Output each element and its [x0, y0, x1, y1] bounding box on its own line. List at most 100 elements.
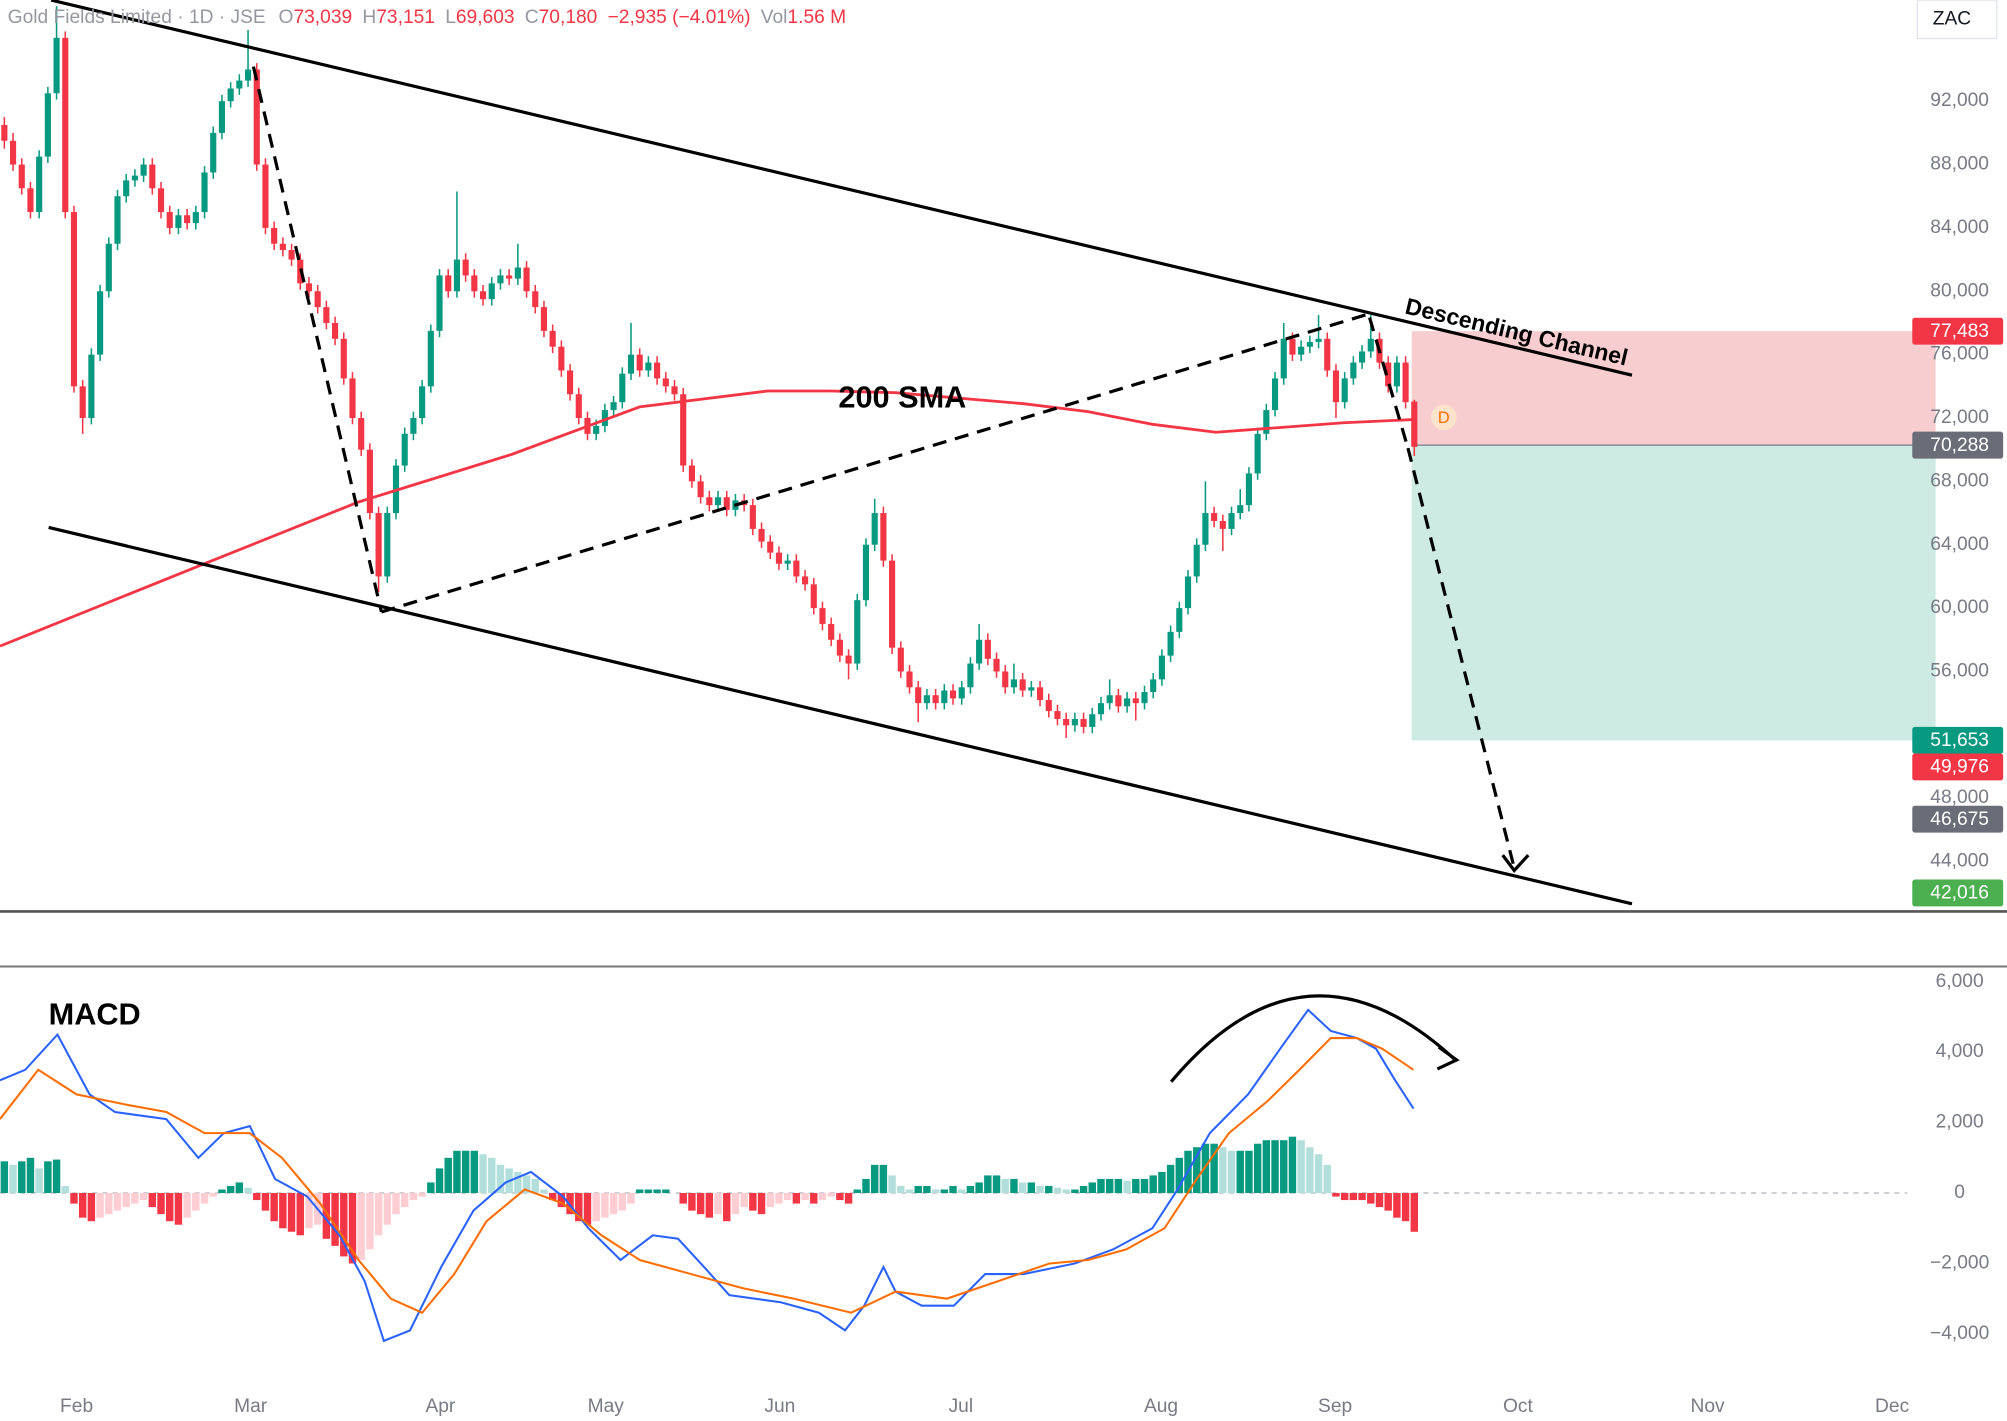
- candle-body: [1184, 576, 1192, 609]
- candle-body: [1150, 679, 1157, 693]
- histogram-bar: [548, 1193, 557, 1201]
- candle-body: [906, 671, 913, 688]
- candle-body: [323, 307, 330, 323]
- candle-body: [123, 180, 130, 197]
- histogram-bar: [1045, 1185, 1053, 1194]
- candle-body: [479, 291, 487, 300]
- histogram-bar: [836, 1193, 844, 1201]
- histogram-bar: [992, 1175, 1001, 1194]
- histogram-bar: [1193, 1147, 1201, 1194]
- histogram-bar: [453, 1150, 461, 1194]
- histogram-bar: [844, 1193, 853, 1204]
- field-value: 69,603: [456, 7, 515, 28]
- candle-body: [680, 394, 687, 466]
- currency-box[interactable]: [1916, 0, 1998, 40]
- histogram-bar: [488, 1157, 496, 1194]
- histogram-bar: [1375, 1193, 1384, 1208]
- candle-body: [358, 418, 365, 450]
- histogram-bar: [1158, 1171, 1166, 1194]
- histogram-bar: [1114, 1178, 1123, 1194]
- candle-body: [436, 275, 443, 331]
- candle-body: [366, 449, 373, 514]
- x-tick-label: May: [588, 1396, 625, 1417]
- y-tick-label: 48,000: [1930, 787, 1989, 808]
- candle-body: [976, 639, 983, 664]
- macd-arc: [1169, 994, 1457, 1083]
- histogram-bar: [575, 1193, 583, 1222]
- histogram-bar: [731, 1193, 740, 1215]
- candle-body: [845, 655, 852, 664]
- histogram-bar: [696, 1193, 705, 1215]
- candle-body: [1089, 714, 1096, 727]
- dividend-marker[interactable]: D: [1438, 408, 1450, 427]
- histogram-bar: [209, 1193, 217, 1197]
- currency[interactable]: ZAC: [1933, 8, 1972, 29]
- histogram-bar: [975, 1182, 983, 1194]
- histogram-bar: [1358, 1193, 1366, 1201]
- change: −2,935 (−4.01%): [608, 7, 751, 28]
- candle-body: [784, 560, 791, 564]
- legend-header: Gold Fields Limited · 1D · JSE O73,039 H73…: [8, 7, 846, 28]
- price-badge: [1912, 879, 2004, 907]
- x-tick-label: Aug: [1144, 1396, 1178, 1417]
- candle-body: [1245, 473, 1253, 506]
- candle-body: [88, 354, 95, 419]
- histogram-bar: [1306, 1147, 1314, 1194]
- histogram-bar: [35, 1168, 43, 1194]
- candle-body: [1158, 655, 1165, 680]
- candle-body: [1, 124, 8, 141]
- candle-body: [201, 172, 208, 213]
- histogram-bar: [270, 1193, 278, 1222]
- histogram-bar: [26, 1157, 35, 1194]
- candle-body: [662, 378, 669, 387]
- candle-body: [384, 513, 391, 577]
- candle-body: [1211, 513, 1218, 521]
- candle-body: [671, 386, 678, 395]
- x-tick-label: Oct: [1503, 1396, 1534, 1417]
- dividend-badge[interactable]: [1431, 404, 1457, 431]
- x-tick-label: Sep: [1318, 1396, 1352, 1417]
- candle-body: [44, 93, 51, 157]
- candle-body: [549, 330, 556, 347]
- candle-body: [862, 544, 870, 601]
- histogram-bar: [287, 1193, 296, 1232]
- candle-body: [1019, 679, 1026, 691]
- candle-body: [1106, 695, 1113, 704]
- field-value: 73,039: [293, 7, 352, 28]
- price-badge: [1912, 753, 2004, 781]
- candle-body: [749, 505, 756, 529]
- candle-body: [1332, 370, 1340, 403]
- price-badge: [1912, 726, 2004, 754]
- candle-body: [18, 164, 25, 189]
- candle-body: [1306, 341, 1313, 347]
- histogram-bar: [105, 1193, 113, 1215]
- histogram-bar: [279, 1193, 287, 1229]
- candle-body: [70, 212, 78, 387]
- histogram-bar: [1288, 1136, 1297, 1194]
- candle-body: [175, 215, 182, 228]
- candle-body: [105, 243, 112, 292]
- candle-body: [793, 560, 800, 577]
- candle-body: [593, 425, 600, 434]
- candle-body: [227, 88, 234, 102]
- histogram-bar: [496, 1164, 505, 1194]
- histogram-bar: [1236, 1150, 1244, 1194]
- candle-body: [236, 80, 243, 89]
- histogram-bar: [714, 1193, 722, 1215]
- candle-body: [1350, 362, 1357, 379]
- histogram-bar: [383, 1193, 392, 1225]
- x-tick-label: Dec: [1875, 1396, 1910, 1417]
- histogram-bar: [514, 1171, 522, 1194]
- histogram-bar: [261, 1193, 270, 1211]
- histogram-bar: [87, 1193, 96, 1222]
- candle-body: [114, 196, 121, 244]
- candle-body: [984, 639, 991, 659]
- histogram-bar: [905, 1189, 914, 1194]
- candle-body: [166, 212, 173, 228]
- candle-body: [1219, 520, 1226, 529]
- histogram-bar: [1175, 1157, 1184, 1194]
- histogram-bar: [1393, 1193, 1401, 1218]
- histogram-bar: [1018, 1182, 1027, 1194]
- price-badge-label: 49,976: [1930, 757, 1989, 778]
- histogram-bar: [52, 1159, 61, 1194]
